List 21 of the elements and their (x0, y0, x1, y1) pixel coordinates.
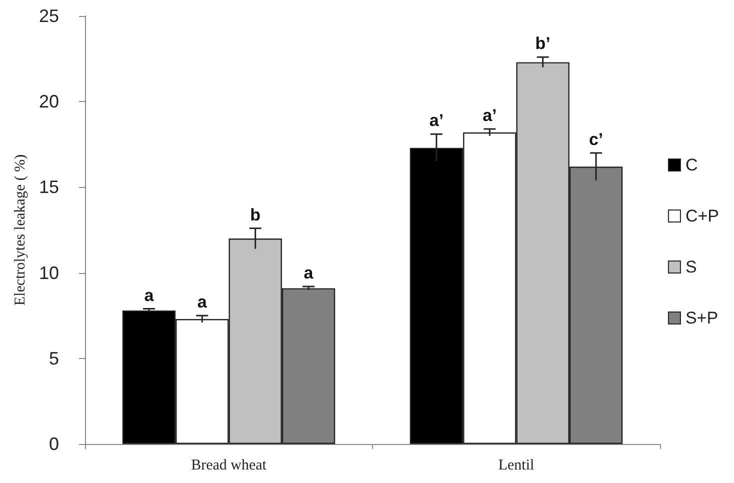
data-label: b’ (535, 34, 550, 54)
y-axis-title: Electrolytes leakage ( %) (12, 154, 29, 306)
data-label: a’ (482, 106, 497, 125)
y-tick-label: 15 (38, 177, 59, 198)
y-tick-label: 10 (38, 262, 59, 283)
y-tick-label: 20 (38, 92, 59, 112)
x-tick-label: Bread wheat (191, 458, 268, 474)
data-label: a (304, 263, 314, 282)
legend-label: C+P (685, 206, 720, 226)
y-tick-label: 0 (48, 434, 59, 454)
y-tick-label: 5 (48, 348, 59, 368)
legend-label: S+P (685, 308, 718, 328)
data-label: a’ (429, 111, 444, 130)
data-label: a (144, 286, 154, 305)
data-label: b (250, 205, 261, 224)
x-tick-label: Lentil (498, 458, 534, 474)
data-label: c’ (588, 130, 604, 149)
legend-label: S (685, 258, 697, 276)
y-tick-label: 25 (38, 6, 59, 26)
data-label: a (197, 292, 208, 312)
legend-label: C (685, 156, 698, 174)
